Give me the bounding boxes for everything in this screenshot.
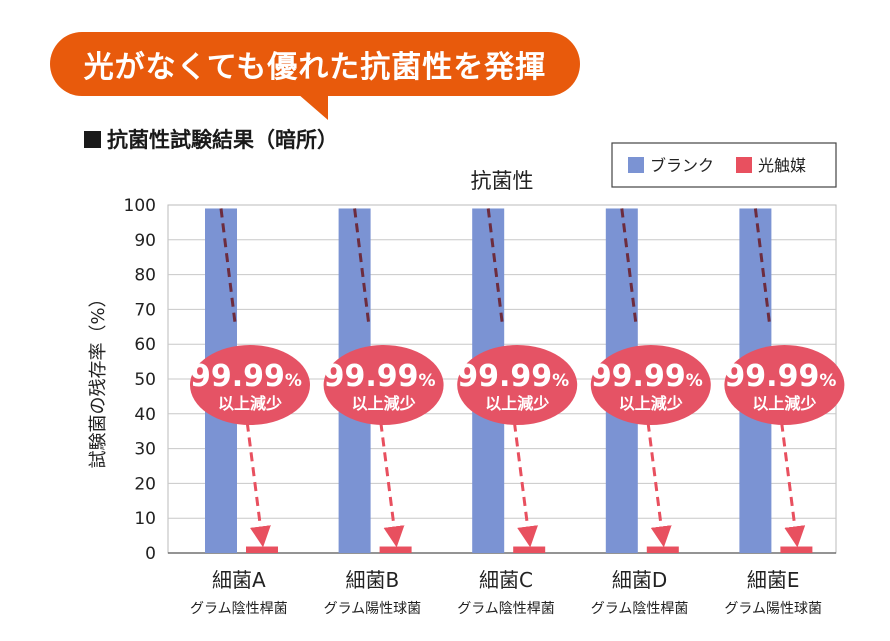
legend-swatch [736,157,752,173]
chart-section-title-text: 抗菌性試験結果（暗所） [107,128,338,152]
reduction-arrow-lower [780,422,806,548]
reduction-badge [323,345,444,425]
reduction-unit: % [419,371,436,391]
y-tick-label: 0 [145,544,156,564]
reduction-caption: 以上減少 [619,394,683,413]
category-sublabel: グラム陽性球菌 [324,601,422,617]
y-tick-label: 30 [134,440,156,460]
chart-title: 抗菌性 [471,169,534,193]
bar-photocatalyst [513,546,546,553]
reduction-unit: % [285,371,302,391]
bar-photocatalyst [646,546,679,553]
reduction-unit: % [819,371,836,391]
y-tick-label: 40 [134,405,156,425]
legend-box [611,142,837,188]
chart-section-title: 抗菌性試験結果（暗所） [84,124,338,154]
reduction-unit: % [552,371,569,391]
reduction-value: 99.99% [457,359,569,394]
headline-banner: 光がなくても優れた抗菌性を発揮 [50,32,580,96]
reduction-caption: 以上減少 [218,394,282,413]
bar-photocatalyst [780,546,813,553]
legend-swatch [628,157,644,173]
reduction-number: 99.99 [324,359,419,394]
category-label: 細菌B [346,568,400,592]
reduction-badge [590,345,711,425]
reduction-number: 99.99 [457,359,552,394]
y-tick-label: 60 [134,335,156,355]
reduction-arrow-lower [245,422,271,548]
category-label: 細菌E [747,568,800,592]
y-tick-label: 10 [134,509,156,529]
category-sublabel: グラム陰性桿菌 [457,601,555,617]
banner-tail [298,94,328,120]
reduction-unit: % [686,371,703,391]
y-tick-label: 100 [124,196,156,216]
reduction-number: 99.99 [591,359,686,394]
reduction-caption: 以上減少 [485,394,549,413]
reduction-arrow-upper [753,208,771,323]
legend-label: ブランク [650,156,714,175]
bar-photocatalyst [379,546,412,553]
reduction-arrow-upper [620,208,638,323]
reduction-arrow-lower [379,422,405,548]
reduction-arrow-lower [512,422,539,548]
y-tick-label: 80 [134,266,156,286]
reduction-number: 99.99 [724,359,819,394]
category-sublabel: グラム陰性桿菌 [591,601,689,617]
reduction-arrow-upper [486,208,504,323]
reduction-arrow-lower [646,422,672,548]
category-label: 細菌A [212,568,266,592]
reduction-caption: 以上減少 [352,394,416,413]
y-tick-label: 90 [134,231,156,251]
reduction-number: 99.99 [190,359,285,394]
y-tick-label: 20 [134,474,156,494]
category-sublabel: グラム陽性球菌 [724,601,822,617]
legend-label: 光触媒 [758,156,806,175]
reduction-value: 99.99% [324,359,436,394]
reduction-caption: 以上減少 [752,394,816,413]
square-bullet-icon [84,131,101,148]
reduction-badge [457,345,578,425]
reduction-arrow-upper [219,208,237,323]
reduction-badge [724,345,845,425]
y-axis-label: 試験菌の残存率（%） [88,289,109,468]
reduction-value: 99.99% [724,359,836,394]
bar-photocatalyst [246,546,278,553]
category-label: 細菌C [479,568,533,592]
y-tick-label: 70 [134,300,156,320]
reduction-arrow-upper [353,208,371,323]
category-sublabel: グラム陰性桿菌 [190,601,288,617]
y-tick-label: 50 [134,370,156,390]
reduction-badge [190,345,310,425]
reduction-value: 99.99% [591,359,703,394]
reduction-value: 99.99% [190,359,302,394]
category-label: 細菌D [612,568,667,592]
